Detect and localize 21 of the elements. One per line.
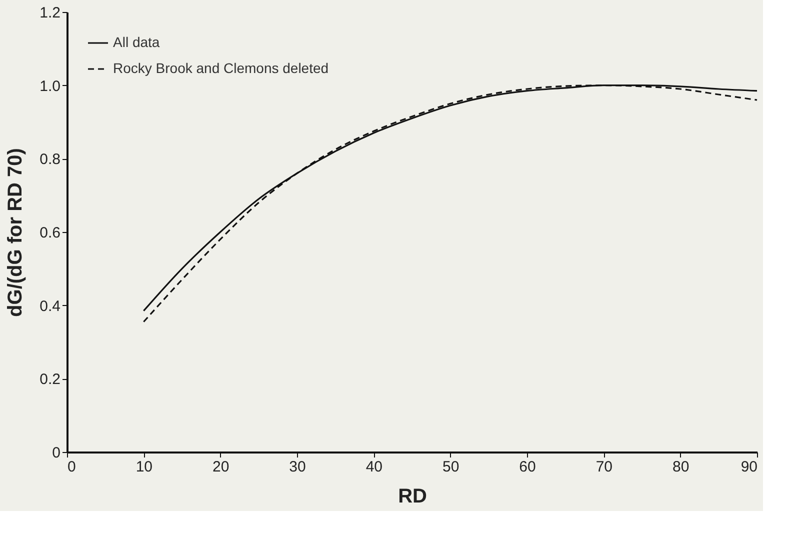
x-axis-title: RD xyxy=(398,486,427,508)
legend-label: All data xyxy=(113,34,160,50)
y-tick-label: 0.6 xyxy=(40,224,60,242)
x-tick-label: 60 xyxy=(519,458,536,476)
x-tick-label: 50 xyxy=(442,458,460,476)
x-tick-label: 20 xyxy=(212,458,230,476)
y-tick-label: 0.2 xyxy=(40,371,60,388)
x-tick-label: 0 xyxy=(68,458,76,476)
y-tick-label: 0.8 xyxy=(40,151,60,168)
x-tick-label: 30 xyxy=(289,458,306,476)
y-tick-label: 1.0 xyxy=(40,78,60,95)
x-tick-label: 40 xyxy=(366,458,383,476)
y-tick-label: 0 xyxy=(52,444,60,462)
y-axis-title: dG/(dG for RD 70) xyxy=(4,148,27,317)
y-tick-label: 0.4 xyxy=(40,298,60,315)
x-tick-label: 10 xyxy=(136,458,153,476)
x-tick-label: 70 xyxy=(596,458,613,476)
y-tick-label: 1.2 xyxy=(40,4,60,22)
legend-label: Rocky Brook and Clemons deleted xyxy=(113,60,329,76)
x-tick-label: 90 xyxy=(740,458,758,476)
x-tick-label: 80 xyxy=(672,458,690,476)
